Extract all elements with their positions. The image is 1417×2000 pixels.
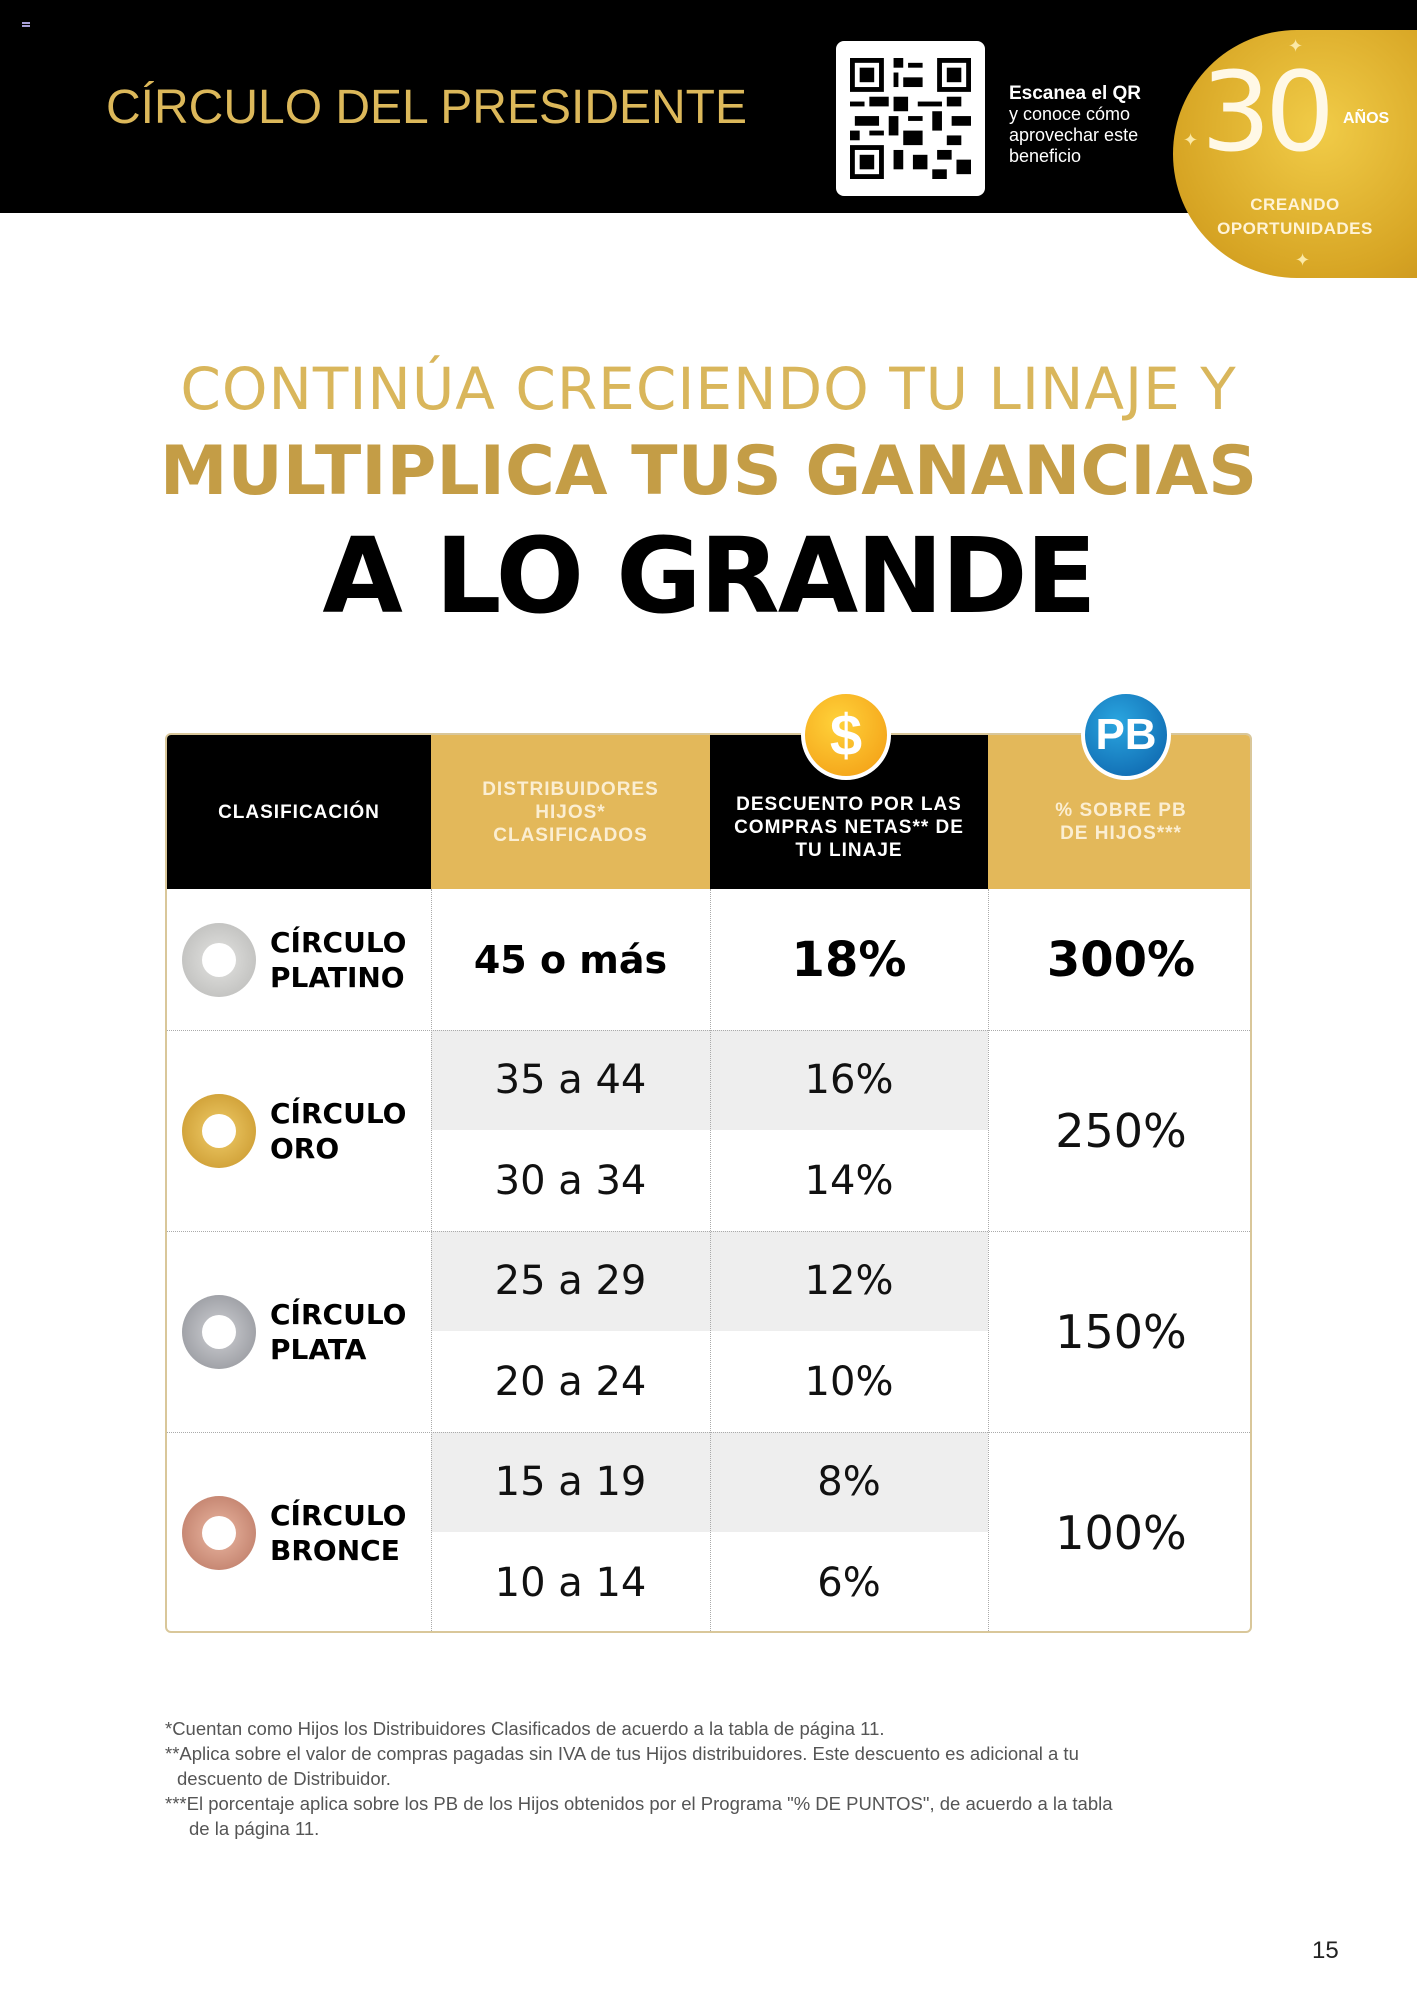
qr-text-line: aprovechar este xyxy=(1009,125,1139,145)
headline-line2: MULTIPLICA TUS GANANCIAS xyxy=(159,432,1258,511)
footnote: ***El porcentaje aplica sobre los PB de … xyxy=(165,1793,1113,1814)
plata-hijos-1: 25 a 29 xyxy=(494,1258,647,1304)
dollar-icon: $ xyxy=(801,690,891,780)
pb-icon: PB xyxy=(1081,690,1171,780)
header-pb: % SOBRE PB DE HIJOS*** xyxy=(988,735,1250,889)
bronce-hijos-1: 15 a 19 xyxy=(494,1459,647,1505)
footnote: descuento de Distribuidor. xyxy=(177,1768,391,1789)
qr-code-icon xyxy=(850,58,971,179)
circle-name: PLATA xyxy=(270,1332,367,1366)
badge-years: AÑOS xyxy=(1343,110,1390,127)
platino-pb: 300% xyxy=(1046,931,1196,988)
row-oro-label: CÍRCULO ORO xyxy=(167,1030,431,1231)
bronce-descuento-1: 8% xyxy=(817,1459,881,1505)
footnote: *Cuentan como Hijos los Distribuidores C… xyxy=(165,1718,885,1739)
row-bronce-label: CÍRCULO BRONCE xyxy=(167,1432,431,1631)
badge-line2: OPORTUNIDADES xyxy=(1217,219,1373,238)
circle-name: ORO xyxy=(270,1131,340,1165)
bronce-ring-icon xyxy=(182,1495,256,1570)
row-divider xyxy=(167,1231,1250,1232)
star-icon: ✦ xyxy=(1288,36,1304,56)
footnotes: *Cuentan como Hijos los Distribuidores C… xyxy=(165,1716,1315,1841)
oro-descuento-1: 16% xyxy=(804,1057,894,1103)
plata-hijos-2: 20 a 24 xyxy=(494,1358,647,1405)
header-clasificacion: CLASIFICACIÓN xyxy=(167,735,431,889)
oro-ring-icon xyxy=(182,1093,256,1168)
menu-icon xyxy=(22,22,30,27)
column-divider xyxy=(710,889,711,1631)
header-hijos: DISTRIBUIDORES HIJOS* CLASIFICADOS xyxy=(431,735,710,889)
row-shade xyxy=(431,1231,988,1331)
row-shade xyxy=(431,1030,988,1130)
badge-line1: CREANDO xyxy=(1250,195,1340,214)
star-icon: ✦ xyxy=(1295,250,1311,270)
oro-hijos-2: 30 a 34 xyxy=(494,1157,647,1204)
plata-descuento-2: 10% xyxy=(804,1358,894,1405)
oro-pb: 250% xyxy=(1055,1103,1187,1158)
column-divider xyxy=(431,889,432,1631)
circle-name: CÍRCULO xyxy=(270,925,407,959)
row-shade xyxy=(431,1432,988,1532)
qr-text-line: y conoce cómo xyxy=(1009,104,1131,124)
row-divider xyxy=(167,1432,1250,1433)
page-number: 15 xyxy=(1312,1937,1339,1964)
plata-ring-icon xyxy=(182,1294,256,1369)
row-plata-label: CÍRCULO PLATA xyxy=(167,1231,431,1432)
qr-text-line: beneficio xyxy=(1009,146,1082,166)
platino-hijos: 45 o más xyxy=(473,937,668,982)
qr-code[interactable] xyxy=(836,41,985,196)
qr-instructions: Escanea el QR y conoce cómo aprovechar e… xyxy=(1009,83,1141,167)
qr-title: Escanea el QR xyxy=(1009,83,1142,104)
header-descuento: DESCUENTO POR LAS COMPRAS NETAS** DE TU … xyxy=(710,735,988,889)
circle-name: PLATINO xyxy=(270,960,405,994)
circle-name: CÍRCULO xyxy=(270,1096,407,1130)
page-title: CÍRCULO DEL PRESIDENTE xyxy=(106,81,748,134)
plata-pb: 150% xyxy=(1055,1304,1187,1359)
badge-number: 30 xyxy=(1201,48,1335,176)
oro-descuento-2: 14% xyxy=(804,1157,894,1204)
footnote: de la página 11. xyxy=(189,1818,320,1839)
oro-hijos-1: 35 a 44 xyxy=(494,1057,647,1103)
bronce-descuento-2: 6% xyxy=(817,1559,881,1606)
anniversary-badge: ✦ ✦ ✦ 30 AÑOS CREANDO OPORTUNIDADES xyxy=(1173,30,1417,278)
circle-name: CÍRCULO xyxy=(270,1498,407,1532)
headline-line3: A LO GRANDE xyxy=(322,515,1096,637)
platino-ring-icon xyxy=(182,922,256,997)
column-divider xyxy=(988,889,989,1631)
row-divider xyxy=(167,1030,1250,1031)
bronce-pb: 100% xyxy=(1055,1505,1187,1560)
bronce-hijos-2: 10 a 14 xyxy=(494,1559,647,1606)
circle-name: CÍRCULO xyxy=(270,1297,407,1331)
circle-name: BRONCE xyxy=(270,1533,400,1567)
row-platino-label: CÍRCULO PLATINO xyxy=(167,889,431,1030)
headline-line1: CONTINÚA CRECIENDO TU LINAJE Y xyxy=(180,355,1237,423)
star-icon: ✦ xyxy=(1183,130,1199,150)
plata-descuento-1: 12% xyxy=(804,1258,894,1304)
platino-descuento: 18% xyxy=(791,931,907,988)
footnote: **Aplica sobre el valor de compras pagad… xyxy=(165,1743,1079,1764)
benefits-table: CLASIFICACIÓN DISTRIBUIDORES HIJOS* CLAS… xyxy=(165,733,1252,1633)
